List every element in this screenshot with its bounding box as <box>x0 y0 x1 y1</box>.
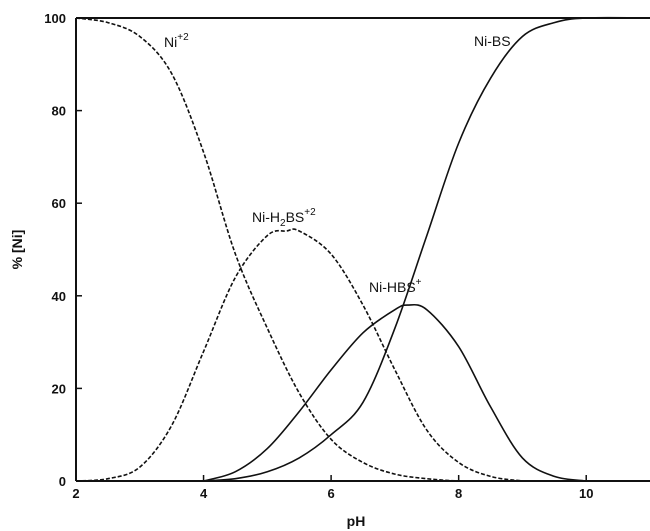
y-tick-label: 40 <box>52 289 66 304</box>
series-label-2: Ni-HBS+ <box>369 277 422 295</box>
axes-group <box>75 17 650 482</box>
x-tick-label: 6 <box>327 486 334 501</box>
x-tick-label: 8 <box>455 486 462 501</box>
y-tick-label: 20 <box>52 381 66 396</box>
x-tick-label: 2 <box>72 486 79 501</box>
y-tick-label: 80 <box>52 104 66 119</box>
y-tick-label: 60 <box>52 196 66 211</box>
series-label-1: Ni-H2BS+2 <box>252 207 316 229</box>
series-line-3 <box>203 16 650 482</box>
y-axis-title: % [Ni] <box>9 230 25 270</box>
x-axis-title: pH <box>347 513 366 529</box>
x-tick-label: 4 <box>200 486 208 501</box>
y-tick-label: 0 <box>59 474 66 489</box>
y-tick-label: 100 <box>44 11 66 26</box>
series-label-3: Ni-BS <box>474 33 511 49</box>
curves-group <box>75 16 650 482</box>
curve-labels-group: Ni+2Ni-H2BS+2Ni-HBS+Ni-BS <box>164 32 511 295</box>
x-tick-label: 10 <box>579 486 593 501</box>
